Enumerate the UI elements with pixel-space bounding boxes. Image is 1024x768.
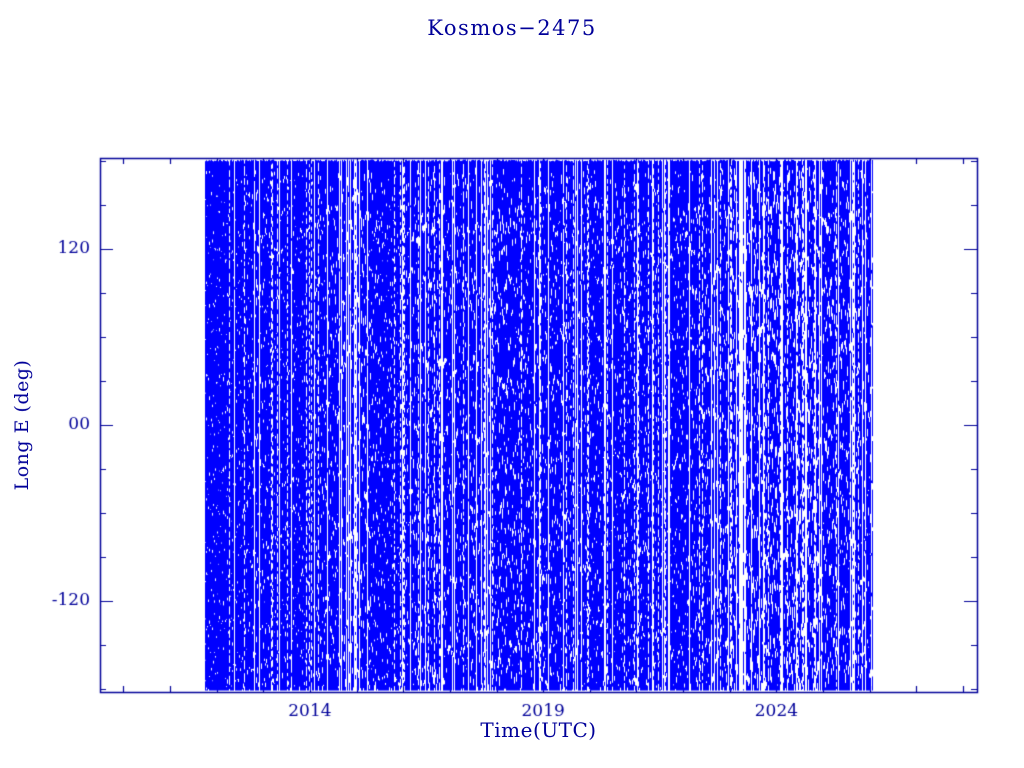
x-axis-label: Time(UTC) [480,718,597,742]
chart-title: Kosmos−2475 [427,16,597,40]
y-axis-label: Long E (deg) [11,359,33,491]
